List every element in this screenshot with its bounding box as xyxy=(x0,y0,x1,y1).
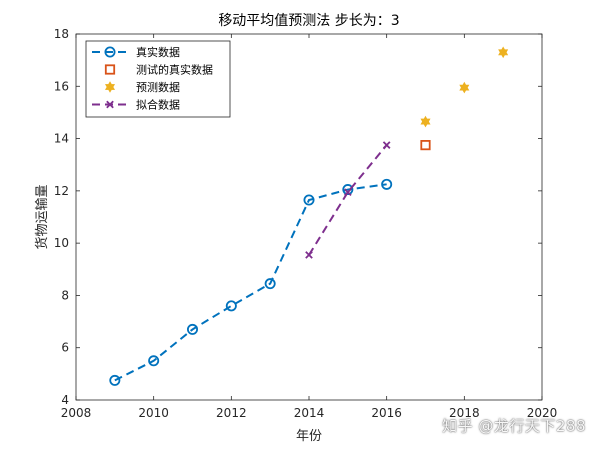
y-tick-label: 12 xyxy=(54,184,69,198)
legend-item: 测试的真实数据 xyxy=(104,63,213,77)
data-point xyxy=(420,140,431,151)
x-tick-label: 2014 xyxy=(294,406,325,420)
legend-marker xyxy=(104,46,116,58)
data-point xyxy=(343,188,352,197)
data-point xyxy=(225,300,237,312)
data-point xyxy=(420,115,431,128)
legend-label: 预测数据 xyxy=(136,80,180,94)
x-tick-label: 2010 xyxy=(138,406,169,420)
series-line xyxy=(114,183,387,382)
y-tick-label: 4 xyxy=(61,393,69,407)
y-tick-label: 16 xyxy=(54,79,69,93)
y-axis-label: 货物运输量 xyxy=(34,184,50,249)
legend-marker xyxy=(104,81,116,93)
y-tick-label: 18 xyxy=(54,27,69,41)
x-axis-label: 年份 xyxy=(296,429,322,444)
series-1 xyxy=(109,178,393,386)
legend-label: 真实数据 xyxy=(136,45,180,59)
legend-item: 拟合数据 xyxy=(92,98,180,112)
chart-title: 移动平均值预测法 步长为：3 xyxy=(218,13,399,29)
series-3 xyxy=(420,46,509,128)
watermark: 知乎 @龙行天下288 xyxy=(442,417,586,435)
y-tick-label: 6 xyxy=(61,341,69,355)
axes: 2008 2010 2012 2014 2016 2018 2020 4 6 8 10 12 14 16 1… xyxy=(54,27,558,420)
legend-item: 真实数据 xyxy=(92,45,180,59)
legend-marker xyxy=(104,64,116,75)
data-point xyxy=(381,178,393,190)
data-point xyxy=(264,278,276,290)
x-tick-label: 2020 xyxy=(527,406,558,420)
data-point xyxy=(382,141,391,149)
series-2 xyxy=(420,140,431,151)
legend-label: 测试的真实数据 xyxy=(136,63,213,77)
data-point xyxy=(459,81,470,94)
data-point xyxy=(109,374,121,386)
x-tick-label: 2008 xyxy=(61,406,92,420)
data-point xyxy=(148,355,160,367)
y-tick-label: 8 xyxy=(61,288,69,302)
series-layer xyxy=(109,46,509,386)
legend-label: 拟合数据 xyxy=(136,98,180,112)
x-tick-label: 2012 xyxy=(216,406,247,420)
legend-item: 预测数据 xyxy=(104,80,180,94)
data-point xyxy=(342,184,354,196)
x-tick-label: 2016 xyxy=(371,406,402,420)
series-4 xyxy=(305,141,391,259)
data-point xyxy=(498,46,509,59)
data-point xyxy=(186,323,198,335)
data-point xyxy=(303,194,315,206)
x-tick-label: 2018 xyxy=(449,406,480,420)
y-tick-label: 10 xyxy=(54,236,69,250)
y-tick-label: 14 xyxy=(54,132,69,146)
data-point xyxy=(305,251,313,259)
legend-marker xyxy=(106,100,114,109)
